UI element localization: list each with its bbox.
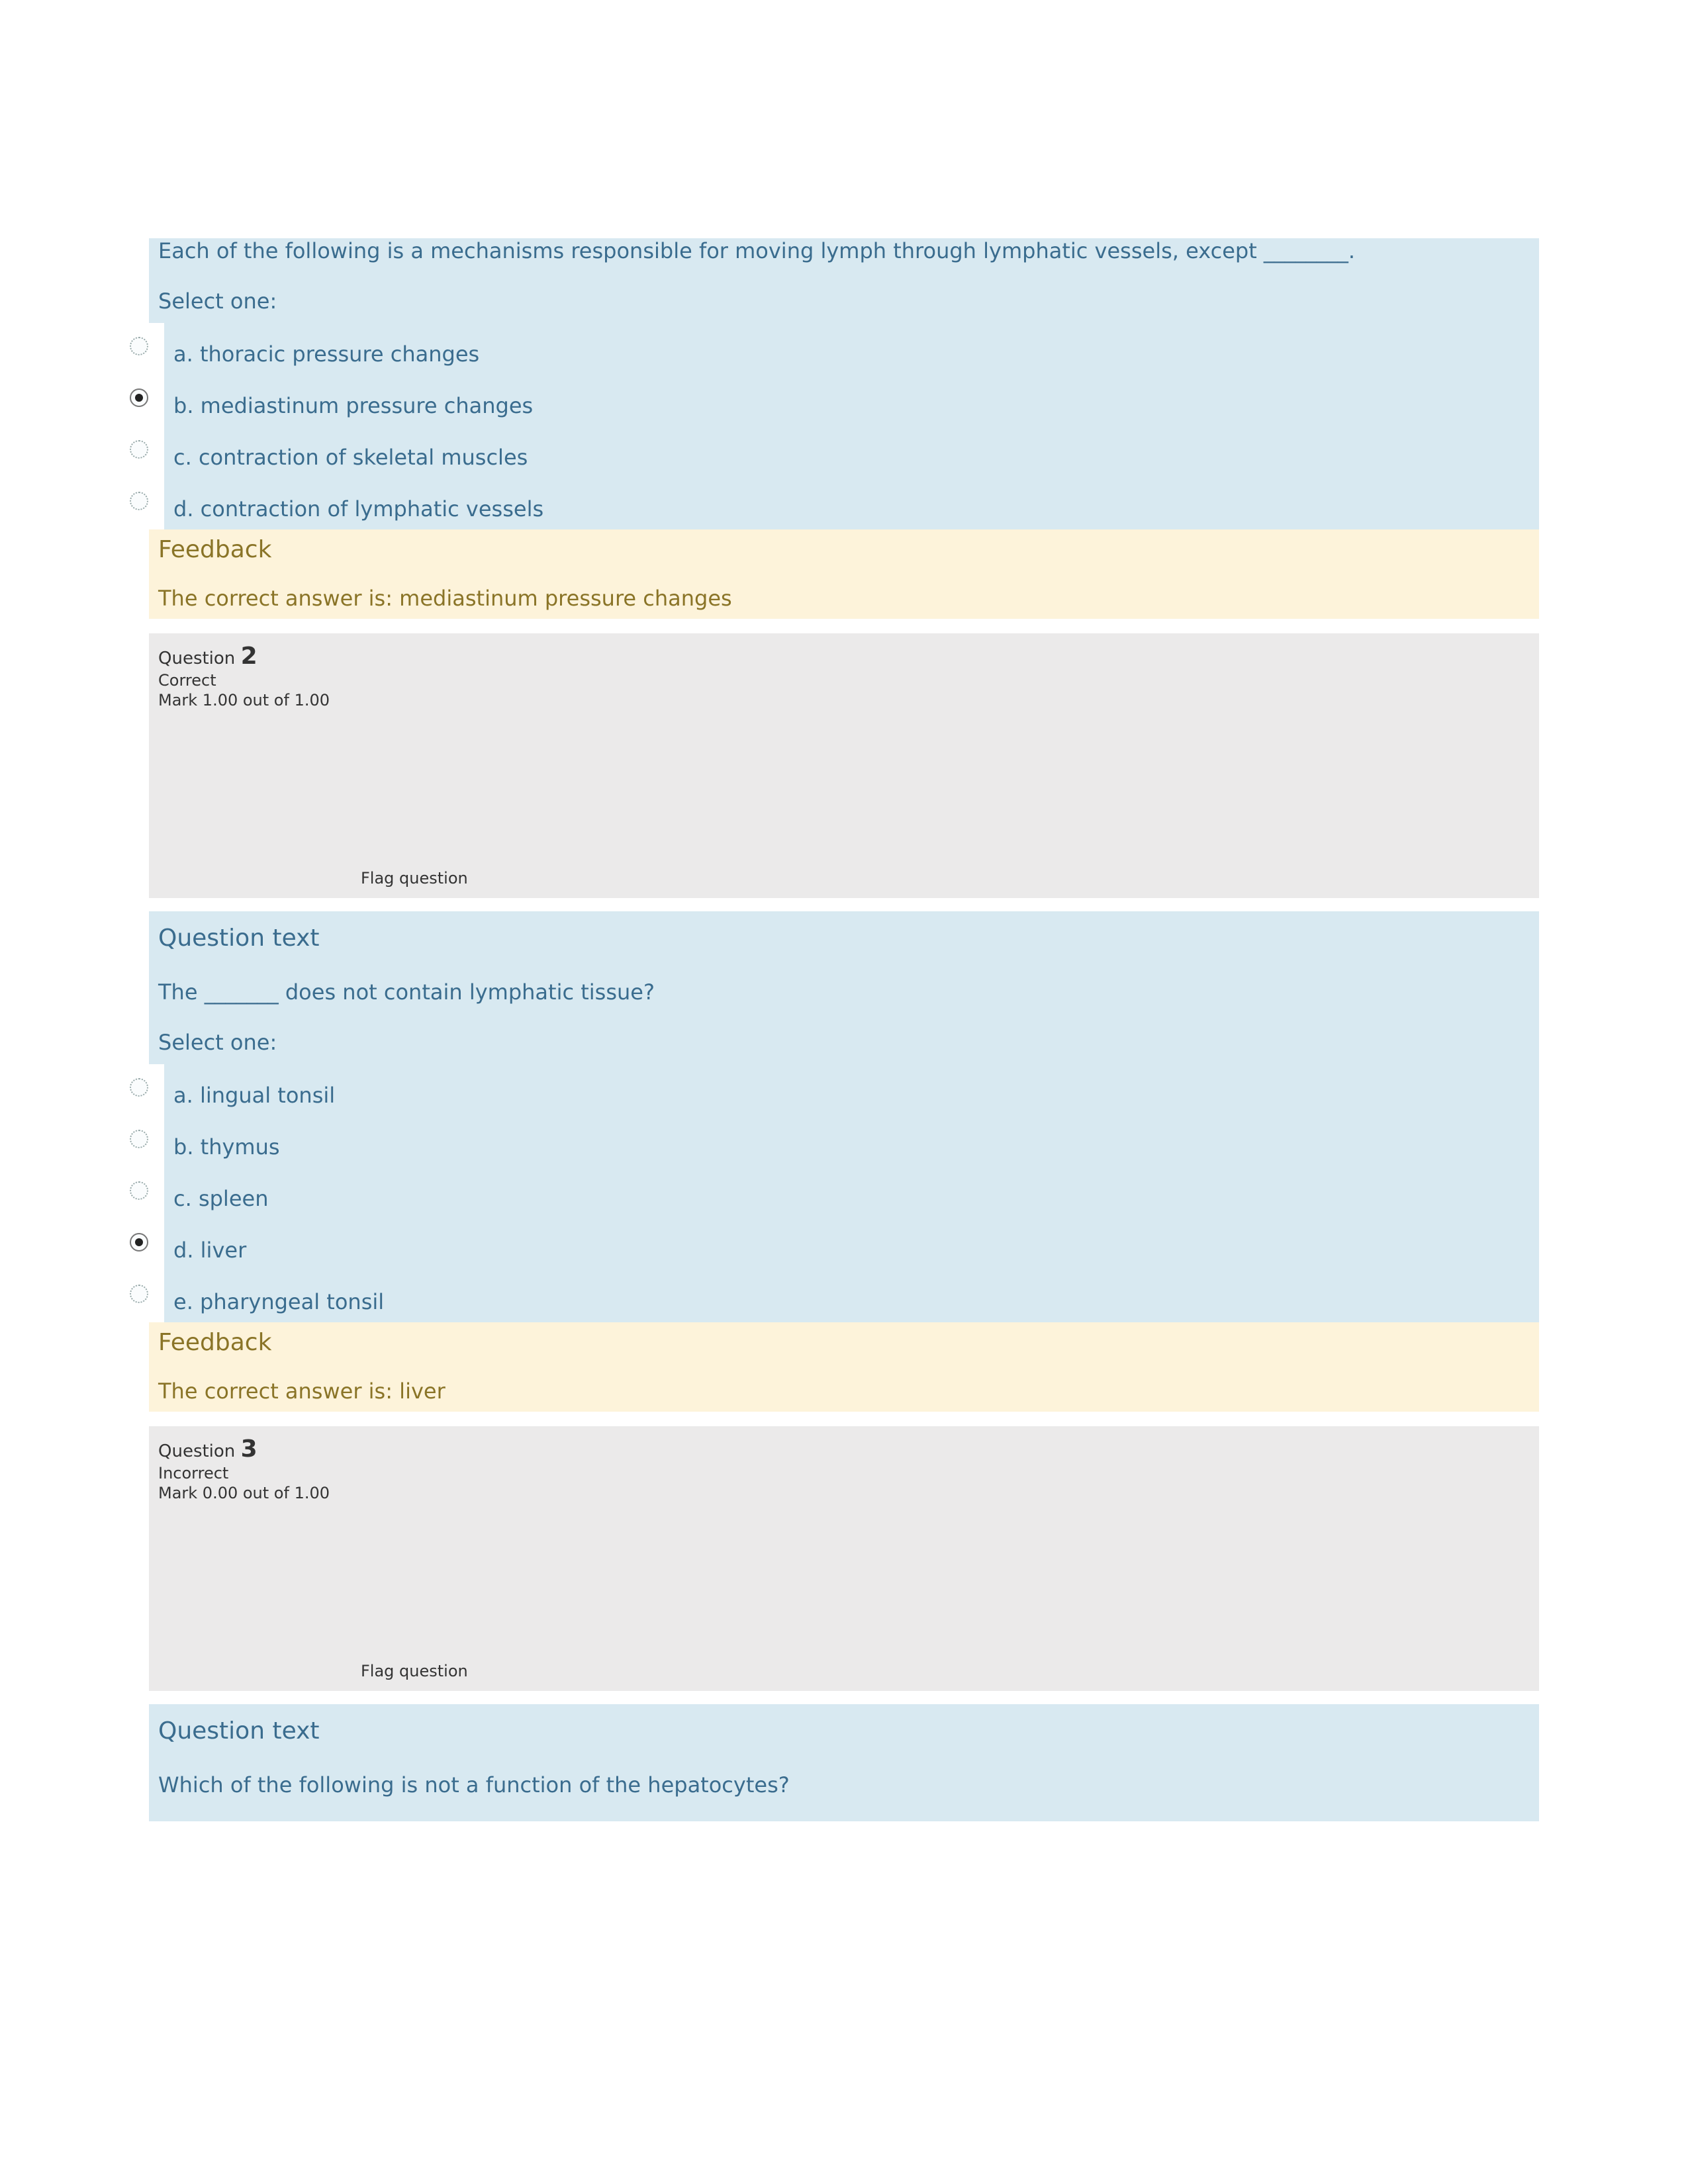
question-label: Question [158,649,241,668]
question-number: 3 [241,1435,258,1463]
radio-button[interactable] [119,323,159,369]
question-2-prompt: The _______ does not contain lymphatic t… [149,957,1539,1009]
radio-dot-icon [135,394,143,402]
question-1-feedback: Feedback The correct answer is: mediasti… [149,529,1539,619]
flag-question-link[interactable]: Flag question [361,869,468,887]
question-mark: Mark 1.00 out of 1.00 [158,691,1530,709]
feedback-answer: The correct answer is: mediastinum press… [158,586,1530,611]
radio-button[interactable] [119,375,159,421]
question-number-label: Question 2 [158,643,1530,670]
option-label[interactable]: e. pharyngeal tonsil [164,1271,1539,1322]
radio-button[interactable] [119,1064,159,1111]
question-status: Correct [158,671,1530,690]
radio-icon [130,1233,148,1251]
option-row: d. liver [119,1219,1539,1271]
question-1-block: Each of the following is a mechanisms re… [149,238,1539,323]
flag-question-link[interactable]: Flag question [361,1662,468,1680]
option-row: e. pharyngeal tonsil [119,1271,1539,1322]
question-1-select-one: Select one: [149,267,1539,323]
gap [149,898,1539,911]
question-3-block: Question text Which of the following is … [149,1704,1539,1821]
radio-icon [130,492,148,510]
gap [149,1691,1539,1704]
radio-button[interactable] [119,1116,159,1162]
radio-button[interactable] [119,1271,159,1317]
quiz-page: Each of the following is a mechanisms re… [149,238,1539,1821]
option-label[interactable]: b. thymus [164,1116,1539,1167]
question-text-heading: Question text [149,1704,1539,1750]
radio-icon [130,1130,148,1148]
radio-button[interactable] [119,426,159,473]
option-row: d. contraction of lymphatic vessels [119,478,1539,529]
question-2-options: a. lingual tonsilb. thymusc. spleend. li… [119,1064,1539,1322]
question-3-info: Question 3 Incorrect Mark 0.00 out of 1.… [149,1426,1539,1691]
question-3-prompt: Which of the following is not a function… [149,1750,1539,1801]
option-row: b. mediastinum pressure changes [119,375,1539,426]
radio-dot-icon [135,1238,143,1246]
feedback-answer: The correct answer is: liver [158,1379,1530,1404]
radio-icon [130,388,148,407]
option-label[interactable]: d. contraction of lymphatic vessels [164,478,1539,529]
option-row: c. contraction of skeletal muscles [119,426,1539,478]
option-row: c. spleen [119,1167,1539,1219]
question-label: Question [158,1441,241,1461]
radio-button[interactable] [119,1167,159,1214]
feedback-heading: Feedback [158,536,1530,563]
option-row: a. thoracic pressure changes [119,323,1539,375]
radio-icon [130,337,148,355]
radio-icon [130,1181,148,1200]
radio-icon [130,440,148,459]
radio-button[interactable] [119,478,159,524]
feedback-heading: Feedback [158,1329,1530,1356]
question-mark: Mark 0.00 out of 1.00 [158,1484,1530,1502]
question-2-feedback: Feedback The correct answer is: liver [149,1322,1539,1412]
option-label[interactable]: c. spleen [164,1167,1539,1219]
radio-button[interactable] [119,1219,159,1265]
question-status: Incorrect [158,1464,1530,1482]
question-2-block: Question text The _______ does not conta… [149,911,1539,1064]
question-1-prompt: Each of the following is a mechanisms re… [149,238,1539,267]
question-2-info: Question 2 Correct Mark 1.00 out of 1.00… [149,633,1539,898]
question-1-options: a. thoracic pressure changesb. mediastin… [119,323,1539,529]
question-text-heading: Question text [149,911,1539,957]
option-label[interactable]: d. liver [164,1219,1539,1271]
option-row: a. lingual tonsil [119,1064,1539,1116]
question-2-select-one: Select one: [149,1009,1539,1064]
option-row: b. thymus [119,1116,1539,1167]
option-label[interactable]: a. lingual tonsil [164,1064,1539,1116]
radio-icon [130,1285,148,1303]
question-number: 2 [241,643,258,670]
option-label[interactable]: b. mediastinum pressure changes [164,375,1539,426]
option-label[interactable]: c. contraction of skeletal muscles [164,426,1539,478]
option-label[interactable]: a. thoracic pressure changes [164,323,1539,375]
radio-icon [130,1078,148,1097]
question-number-label: Question 3 [158,1435,1530,1463]
